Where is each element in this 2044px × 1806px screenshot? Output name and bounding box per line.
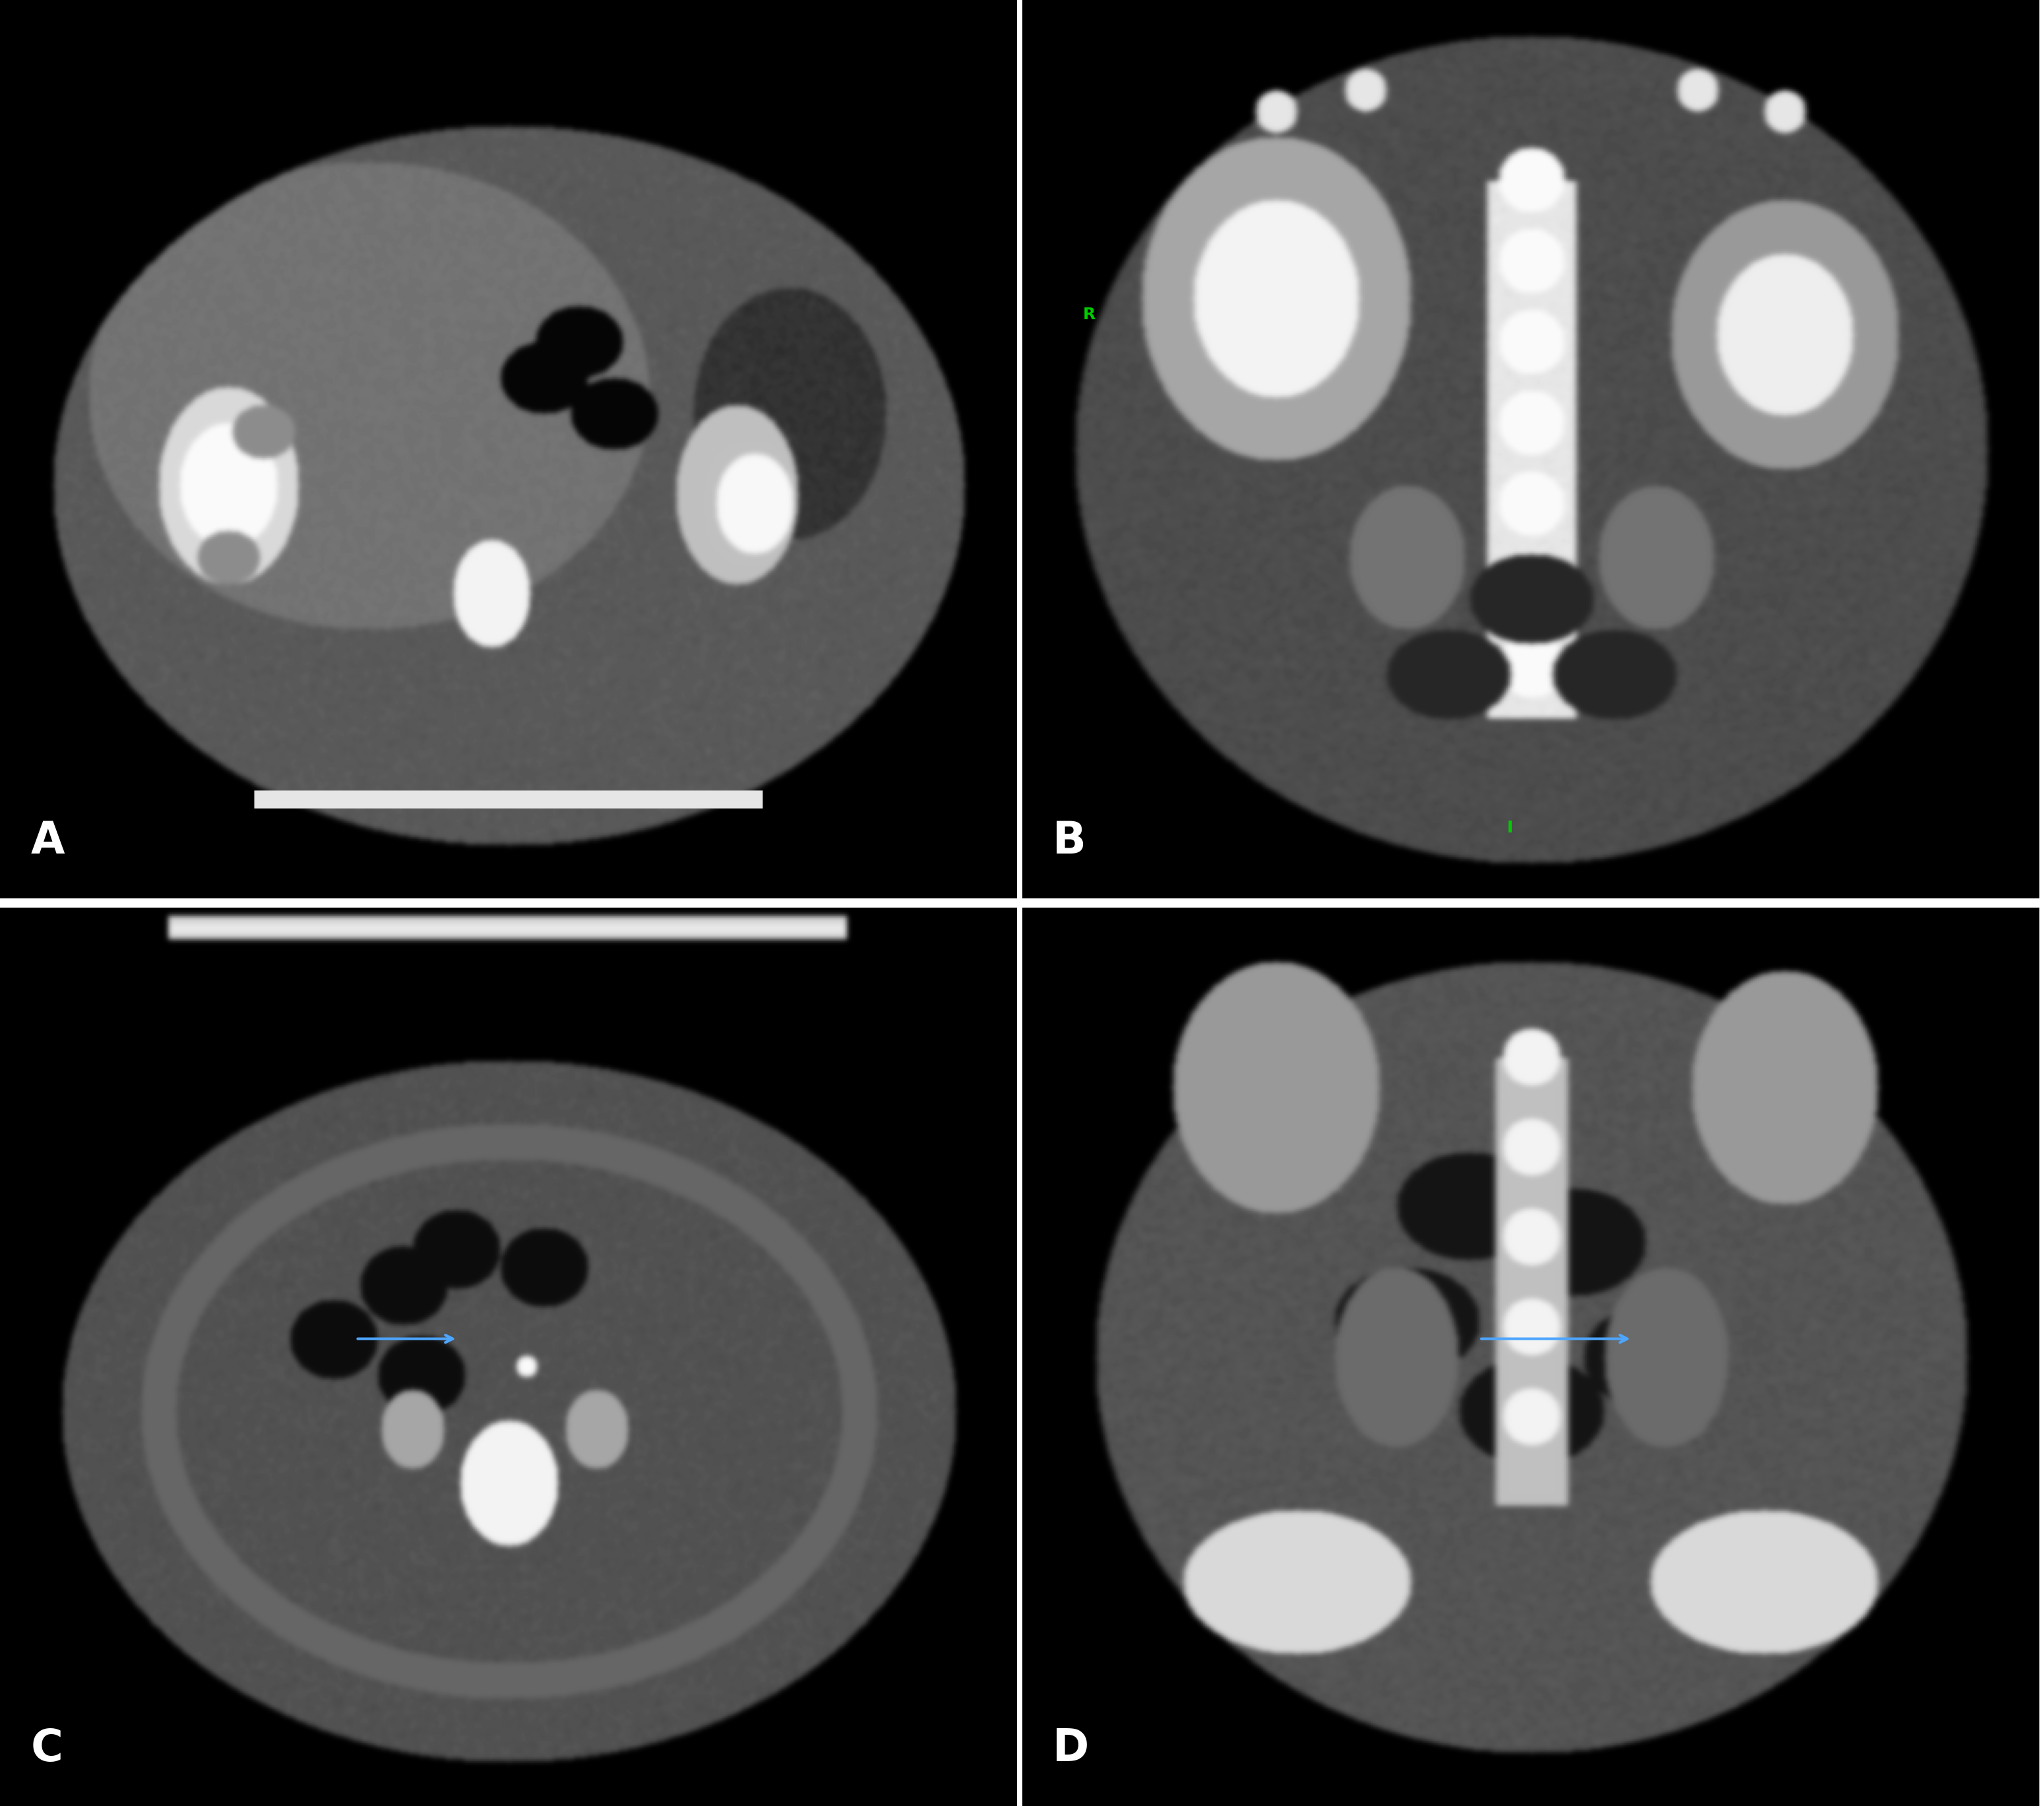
Text: D: D (1053, 1727, 1089, 1770)
Text: R: R (1083, 307, 1096, 323)
Text: I: I (1506, 820, 1513, 836)
Text: A: A (31, 818, 65, 863)
Text: B: B (1053, 818, 1085, 863)
Text: C: C (31, 1727, 63, 1770)
